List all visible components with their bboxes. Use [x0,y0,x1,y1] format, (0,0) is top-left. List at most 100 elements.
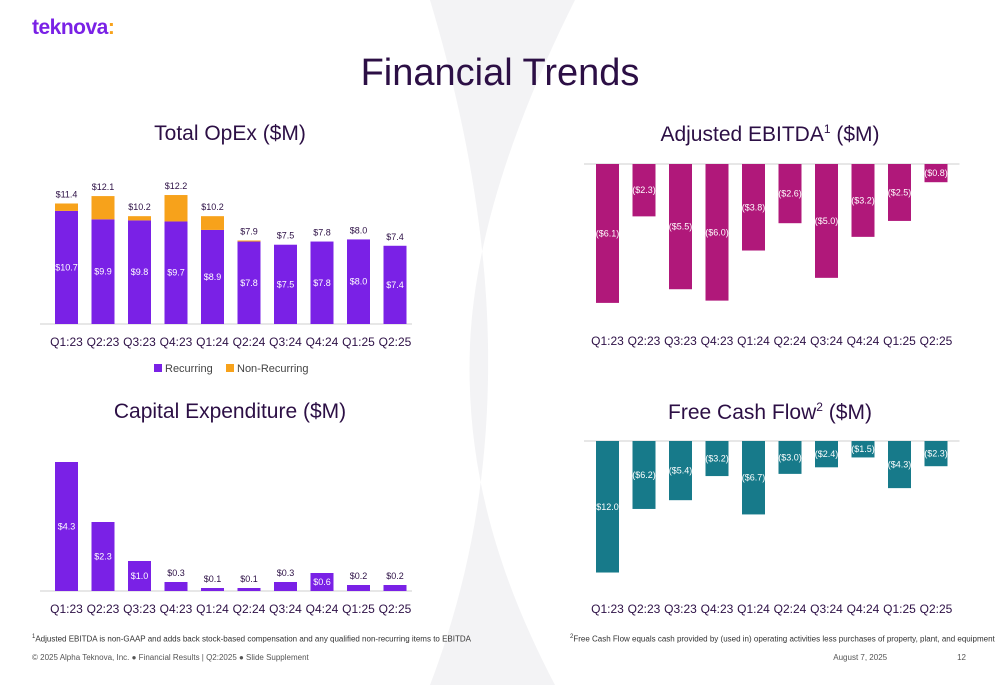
fcf-bar-2 [669,441,692,501]
fcf-bar-label-9: ($2.3) [924,449,948,459]
capex-x-tick-5: Q2:24 [233,602,266,616]
ebitda-bar-2 [669,164,692,290]
opex-bar-recurring-0 [55,210,78,324]
fcf-x-tick-8: Q1:25 [883,602,916,616]
capex-bar-6 [274,582,297,591]
fcf-bar-label-2: ($5.4) [669,466,693,476]
opex-total-label-6: $7.5 [277,231,295,241]
opex-bar-recurring-1 [91,219,115,324]
opex-bar-label-8: $8.0 [350,277,368,287]
ebitda-bar-label-2: ($5.5) [669,222,693,232]
opex-bar-label-3: $9.7 [167,268,185,278]
opex-bar-recurring-6 [274,244,297,324]
footnote-ebitda: 1Adjusted EBITDA is non-GAAP and adds ba… [32,634,471,644]
opex-total-label-9: $7.4 [386,232,404,242]
opex-bar-nonrecurring-0 [55,203,78,211]
ebitda-bar-label-5: ($2.6) [778,189,802,199]
ebitda-chart-title: Adjusted EBITDA1 ($M) [660,122,880,146]
capex-bar-1 [91,522,115,591]
fcf-bar-6 [815,441,838,468]
capex-bar-label-1: $2.3 [94,552,112,562]
opex-x-tick-0: Q1:23 [50,335,83,349]
fcf-bar-label-1: ($6.2) [632,470,656,480]
ebitda-bar-1 [632,164,656,217]
capex-bar-label-5: $0.1 [240,574,258,584]
fcf-chart-title: Free Cash Flow2 ($M) [668,400,872,424]
fcf-bar-8 [888,441,911,489]
fcf-bar-label-8: ($4.3) [888,460,912,470]
capex-x-tick-7: Q4:24 [306,602,339,616]
opex-legend-nonrecurring-swatch [226,364,234,372]
opex-legend-nonrecurring-label: Non-Recurring [237,363,309,375]
opex-bar-recurring-4 [201,229,224,324]
capex-bar-9 [383,585,407,591]
capex-bar-label-0: $4.3 [58,522,76,532]
ebitda-x-tick-6: Q3:24 [810,334,843,348]
opex-x-tick-9: Q2:25 [379,335,412,349]
opex-legend-recurring-label: Recurring [165,363,213,375]
opex-bar-recurring-5 [237,241,261,324]
ebitda-x-tick-4: Q1:24 [737,334,770,348]
fcf-x-tick-4: Q1:24 [737,602,770,616]
opex-total-label-8: $8.0 [350,225,368,235]
fcf-x-tick-1: Q2:23 [628,602,661,616]
opex-bar-recurring-8 [347,239,370,324]
opex-x-tick-5: Q2:24 [233,335,266,349]
capex-x-tick-8: Q1:25 [342,602,375,616]
ebitda-x-tick-8: Q1:25 [883,334,916,348]
fcf-x-tick-9: Q2:25 [920,602,953,616]
opex-total-label-7: $7.8 [313,228,331,238]
capex-bar-label-6: $0.3 [277,568,295,578]
opex-bar-nonrecurring-1 [91,196,115,220]
fcf-x-tick-0: Q1:23 [591,602,624,616]
ebitda-bar-label-6: ($5.0) [815,216,839,226]
opex-total-label-0: $11.4 [56,189,78,199]
capex-bar-label-2: $1.0 [131,571,149,581]
capex-bar-7 [310,573,334,591]
fcf-x-tick-7: Q4:24 [847,602,880,616]
fcf-bar-7 [851,441,875,458]
capex-bar-label-8: $0.2 [350,571,368,581]
capex-bar-2 [128,561,151,591]
ebitda-bar-7 [851,164,875,237]
fcf-bar-9 [924,441,948,467]
opex-bar-label-0: $10.7 [55,262,78,272]
footer-copyright: © 2025 Alpha Teknova, Inc. ● Financial R… [32,653,309,662]
teknova-logo: teknova: [32,16,115,39]
opex-bar-label-6: $7.5 [277,279,295,289]
ebitda-x-tick-0: Q1:23 [591,334,624,348]
capex-bar-0 [55,462,78,591]
capex-bar-5 [237,588,261,591]
capex-bar-label-3: $0.3 [167,568,185,578]
fcf-bar-label-4: ($6.7) [742,473,766,483]
opex-x-tick-6: Q3:24 [269,335,302,349]
opex-bar-recurring-7 [310,241,334,324]
fcf-bar-4 [742,441,765,515]
ebitda-x-tick-9: Q2:25 [920,334,953,348]
opex-bar-label-7: $7.8 [313,278,331,288]
opex-bar-label-9: $7.4 [386,280,404,290]
ebitda-bar-8 [888,164,911,221]
opex-bar-nonrecurring-4 [201,216,224,230]
opex-total-label-5: $7.9 [240,226,258,236]
opex-x-tick-8: Q1:25 [342,335,375,349]
ebitda-bar-4 [742,164,765,251]
fcf-bar-label-0: ($12.0) [593,502,622,512]
ebitda-bar-5 [778,164,802,224]
ebitda-bar-label-9: ($0.8) [924,168,948,178]
ebitda-x-tick-1: Q2:23 [628,334,661,348]
fcf-bar-0 [596,441,619,573]
opex-legend-recurring-swatch [154,364,162,372]
opex-bar-label-4: $8.9 [204,272,222,282]
opex-total-label-4: $10.2 [201,202,224,212]
fcf-bar-label-5: ($3.0) [778,452,802,462]
opex-bar-nonrecurring-2 [128,216,151,221]
opex-bar-nonrecurring-3 [164,195,188,222]
ebitda-x-tick-7: Q4:24 [847,334,880,348]
ebitda-bar-9 [924,164,948,183]
capex-x-tick-6: Q3:24 [269,602,302,616]
